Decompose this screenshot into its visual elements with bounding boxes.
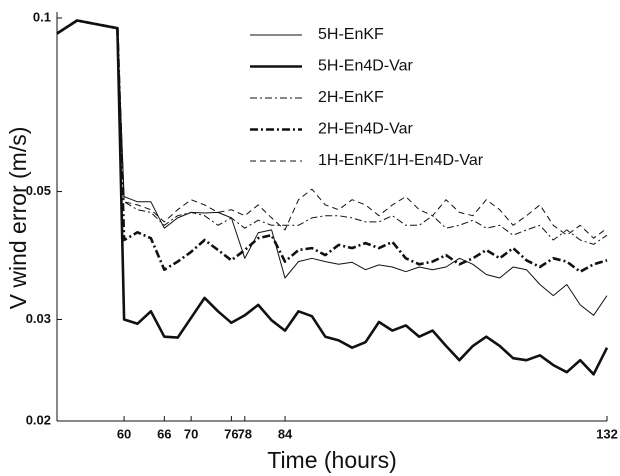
legend-label: 2H-EnKF	[318, 89, 384, 106]
legend-label: 5H-EnKF	[318, 26, 384, 43]
x-tick-label: 66	[157, 426, 171, 441]
y-tick-label: 0.02	[26, 412, 51, 427]
legend-label: 5H-En4D-Var	[318, 58, 414, 75]
x-tick-label: 70	[184, 426, 198, 441]
series-line	[56, 20, 608, 245]
y-tick-label: 0.1	[33, 9, 51, 24]
y-tick-label: 0.05	[26, 183, 51, 198]
x-tick-label: 78	[238, 426, 252, 441]
x-tick-label: 84	[278, 426, 293, 441]
y-axis-title: V wind error (m/s)	[5, 127, 31, 310]
x-tick-label: 60	[117, 426, 131, 441]
series-line	[56, 20, 608, 239]
x-axis-title: Time (hours)	[267, 447, 397, 473]
legend-label: 2H-En4D-Var	[318, 121, 414, 138]
series-line	[56, 19, 609, 376]
y-tick-label: 0.03	[26, 311, 51, 326]
x-tick-label: 132	[596, 426, 618, 441]
legend-label: 1H-EnKF/1H-En4D-Var	[318, 152, 484, 169]
series-line	[56, 20, 608, 316]
x-tick-label: 76	[224, 426, 238, 441]
